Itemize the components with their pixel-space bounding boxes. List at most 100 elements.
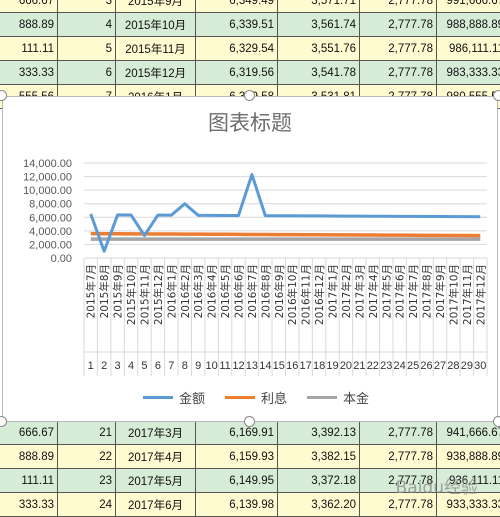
cell-amount[interactable]: 6,169.91 [196,421,278,445]
cell-principal-left[interactable]: 888.89 [0,445,58,469]
legend-label-amount: 金额 [179,388,205,407]
x-tick-label: 2017年3月 [353,264,366,318]
x-period-label: 21 [353,360,365,372]
cell-amount[interactable]: 6,149.95 [196,469,278,493]
cell-date[interactable]: 2015年11月 [116,37,196,61]
cell-balance[interactable]: 988,888.89 [437,13,500,37]
y-tick-label: 4,000.00 [29,226,72,238]
y-tick-label: 6,000.00 [29,212,72,224]
cell-balance[interactable]: 983,333.33 [437,61,500,85]
cell-period[interactable]: 3 [58,0,116,13]
x-tick-label: 2016年9月 [273,264,286,318]
cell-period[interactable]: 21 [58,421,116,445]
x-period-label: 29 [461,360,473,372]
x-period-label: 24 [394,360,406,372]
cell-principal-left[interactable]: 333.33 [0,61,58,85]
cell-period[interactable]: 4 [58,13,116,37]
x-period-label: 23 [380,360,392,372]
x-period-label: 10 [205,360,217,372]
x-tick-label: 2017年2月 [340,264,353,318]
cell-date[interactable]: 2017年6月 [116,493,196,517]
cell-interest[interactable]: 3,551.76 [278,37,360,61]
x-period-label: 14 [259,360,271,372]
legend: 金额 利息 本金 [143,388,369,407]
x-period-label: 13 [246,360,258,372]
x-tick-label: 2016年2月 [179,264,192,318]
cell-principal[interactable]: 2,777.78 [360,13,437,37]
cell-period[interactable]: 5 [58,37,116,61]
cell-interest[interactable]: 3,541.78 [278,61,360,85]
cell-balance[interactable]: 986,111.11 [437,37,500,61]
cell-interest[interactable]: 3,392.13 [278,421,360,445]
x-period-label: 11 [219,360,230,372]
cell-balance[interactable]: 941,666.67 [437,421,500,445]
cell-period[interactable]: 6 [58,61,116,85]
cell-date[interactable]: 2017年3月 [116,421,196,445]
cell-date[interactable]: 2017年4月 [116,445,196,469]
cell-amount[interactable]: 6,319.56 [196,61,278,85]
cell-date[interactable]: 2015年12月 [116,61,196,85]
x-period-label: 5 [141,360,147,372]
x-period-label: 4 [128,360,134,372]
cell-amount[interactable]: 6,339.51 [196,13,278,37]
legend-item-interest: 利息 [225,388,287,407]
x-period-label: 16 [286,360,298,372]
cell-date[interactable]: 2015年10月 [116,13,196,37]
cell-period[interactable]: 24 [58,493,116,517]
cell-amount[interactable]: 6,329.54 [196,37,278,61]
cell-principal-left[interactable]: 888.89 [0,13,58,37]
x-tick-label: 2016年8月 [259,264,272,318]
watermark: Baidu经验 [396,473,478,498]
cell-date[interactable]: 2017年5月 [116,469,196,493]
x-tick-label: 2017年12月 [474,264,487,325]
cell-interest[interactable]: 3,382.15 [278,445,360,469]
x-period-label: 6 [155,360,161,372]
x-tick-label: 2016年12月 [313,264,326,325]
x-tick-label: 2016年1月 [165,264,178,318]
x-tick-label: 2015年7月 [85,264,98,318]
resize-handle-bottom[interactable] [244,416,255,427]
cell-principal[interactable]: 2,777.78 [360,445,437,469]
cell-principal-left[interactable]: 666.67 [0,421,58,445]
resize-handle-top-right[interactable] [493,90,500,101]
cell-principal-left[interactable]: 333.33 [0,493,58,517]
cell-principal-left[interactable]: 111.11 [0,469,58,493]
cell-principal[interactable]: 2,777.78 [360,0,437,13]
series-line-interest [91,234,481,236]
cell-amount[interactable]: 6,349.49 [196,0,278,13]
cell-principal-left[interactable]: 666.67 [0,0,58,13]
cell-principal[interactable]: 2,777.78 [360,61,437,85]
x-tick-label: 2016年11月 [300,264,313,325]
resize-handle-top[interactable] [244,90,255,101]
x-tick-label: 2017年4月 [367,264,380,318]
x-tick-label: 2015年11月 [138,264,151,325]
cell-balance[interactable]: 938,888.89 [437,445,500,469]
cell-interest[interactable]: 3,561.74 [278,13,360,37]
cell-principal-left[interactable]: 111.11 [0,37,58,61]
cell-principal[interactable]: 2,777.78 [360,37,437,61]
cell-principal[interactable]: 2,777.78 [360,421,437,445]
x-period-label: 2 [101,360,107,372]
x-period-label: 22 [367,360,379,372]
cell-interest[interactable]: 3,362.20 [278,493,360,517]
cell-period[interactable]: 22 [58,445,116,469]
cell-balance[interactable]: 991,666.67 [437,0,500,13]
resize-handle-bottom-right[interactable] [493,416,500,427]
x-tick-label: 2017年6月 [394,264,407,318]
legend-label-interest: 利息 [261,388,287,407]
x-tick-label: 2017年9月 [434,264,447,318]
legend-item-amount: 金额 [143,388,205,407]
x-tick-label: 2017年8月 [421,264,434,318]
cell-amount[interactable]: 6,139.98 [196,493,278,517]
cell-period[interactable]: 23 [58,469,116,493]
cell-amount[interactable]: 6,159.93 [196,445,278,469]
x-tick-label: 2016年3月 [192,264,205,318]
cell-date[interactable]: 2015年9月 [116,0,196,13]
cell-interest[interactable]: 3,571.71 [278,0,360,13]
y-tick-label: 0.00 [51,253,72,265]
cell-interest[interactable]: 3,372.18 [278,469,360,493]
